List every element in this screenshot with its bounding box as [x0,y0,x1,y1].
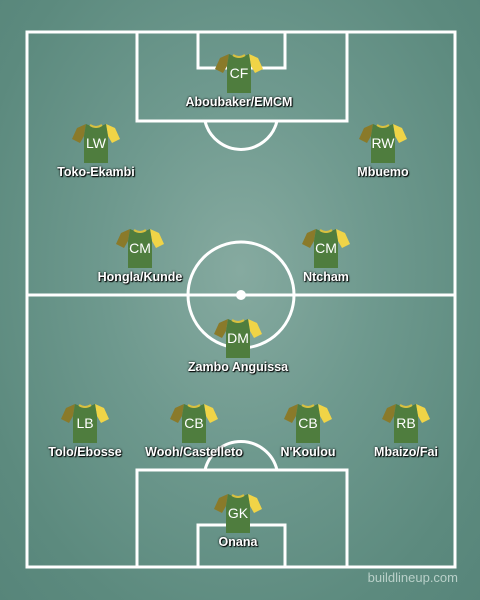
position-label: RW [371,135,395,151]
player-lw[interactable]: LW Toko-Ekambi [16,120,176,180]
player-name: Mbaizo/Fai [374,445,438,459]
player-cb-right[interactable]: CB N'Koulou [228,400,388,460]
player-cm-right[interactable]: CM Ntcham [246,225,406,285]
center-spot [236,290,246,300]
player-name: Zambo Anguissa [187,360,289,374]
position-label: LW [86,135,106,151]
jersey-icon: RW [358,120,408,164]
jersey-icon: LW [71,120,121,164]
player-name: Wooh/Castelleto [145,445,243,459]
bottom-penalty-arc [203,440,279,471]
position-label: RB [396,415,416,431]
player-name: Toko-Ekambi [57,165,135,179]
player-dm[interactable]: DM Zambo Anguissa [158,315,318,375]
player-cf[interactable]: CF Aboubaker/EMCM [159,50,319,110]
jersey-icon: CM [301,225,351,269]
jersey-icon: CB [169,400,219,444]
position-label: CM [129,240,151,256]
position-label: CB [298,415,318,431]
player-name: Onana [218,535,258,549]
position-label: CM [315,240,337,256]
jersey-icon: DM [213,315,263,359]
player-name: Ntcham [303,270,349,284]
player-gk[interactable]: GK Onana [158,490,318,550]
player-lb[interactable]: LB Tolo/Ebosse [5,400,165,460]
position-label: DM [227,330,249,346]
player-name: Mbuemo [357,165,409,179]
player-name: Hongla/Kunde [97,270,183,284]
top-penalty-arc [203,120,279,151]
position-label: CF [229,65,249,81]
jersey-icon: CB [283,400,333,444]
jersey-icon: RB [381,400,431,444]
player-name: Tolo/Ebosse [48,445,122,459]
player-rw[interactable]: RW Mbuemo [303,120,463,180]
jersey-icon: GK [213,490,263,534]
player-cb-left[interactable]: CB Wooh/Castelleto [114,400,274,460]
jersey-icon: CF [214,50,264,94]
player-rb[interactable]: RB Mbaizo/Fai [326,400,480,460]
player-name: N'Koulou [280,445,336,459]
position-label: GK [227,505,249,521]
jersey-icon: LB [60,400,110,444]
player-name: Aboubaker/EMCM [185,95,293,109]
jersey-icon: CM [115,225,165,269]
player-cm-left[interactable]: CM Hongla/Kunde [60,225,220,285]
watermark: buildlineup.com [367,570,458,585]
position-label: LB [76,415,94,431]
position-label: CB [184,415,204,431]
